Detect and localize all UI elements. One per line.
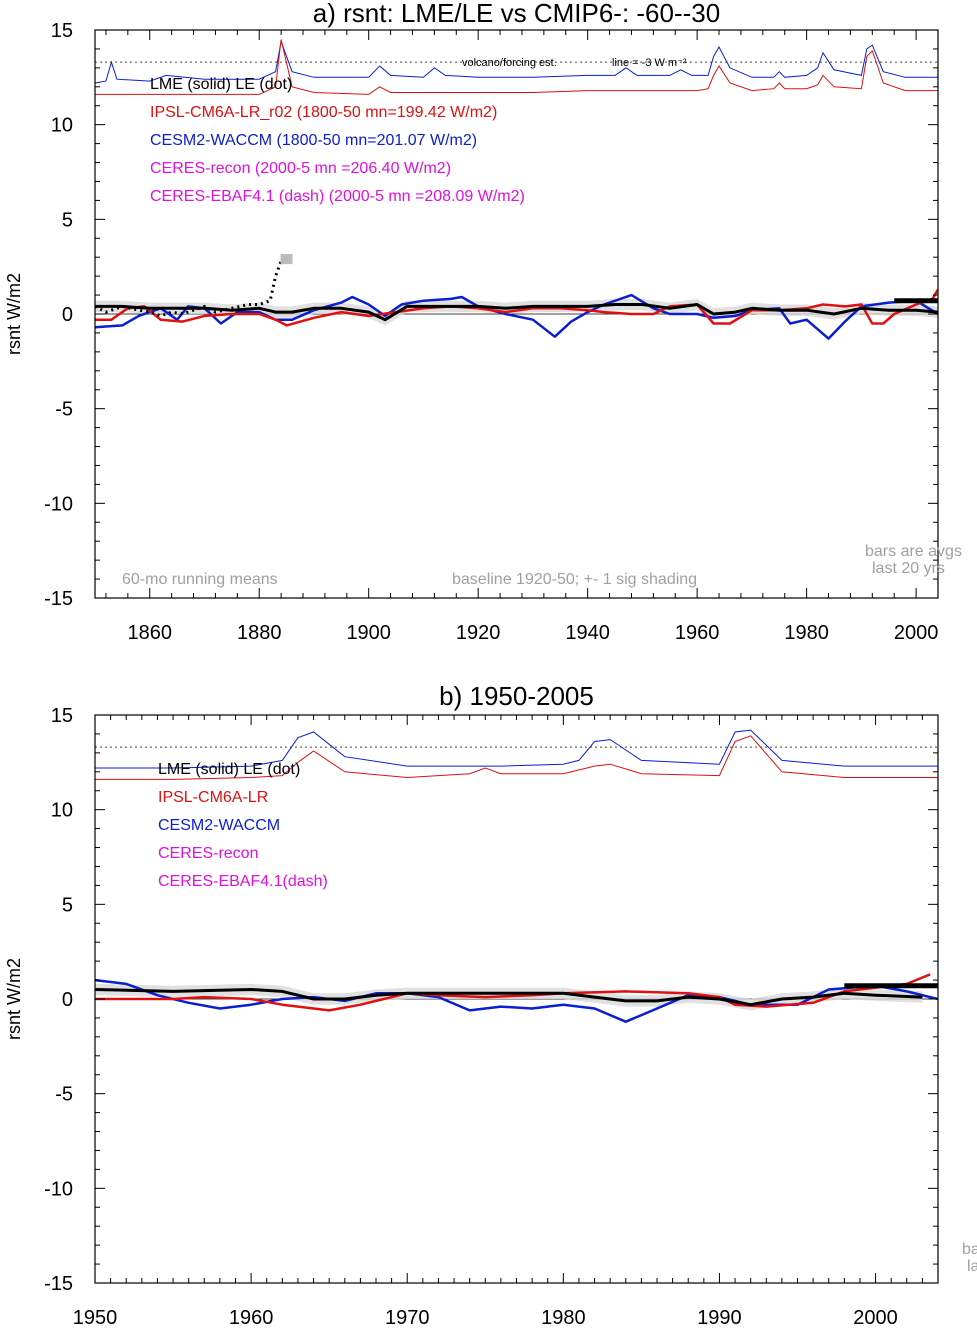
chart-title: a) rsnt: LME/LE vs CMIP6-: -60--30 xyxy=(313,0,720,28)
legend-entry: CERES-EBAF4.1 (dash) (2000-5 mn =208.09 … xyxy=(150,188,525,205)
x-tick-label: 1950 xyxy=(73,1307,118,1325)
legend-entry: CESM2-WACCM xyxy=(158,817,280,834)
legend-entry: CERES-EBAF4.1(dash) xyxy=(158,873,328,890)
y-tick-label: -10 xyxy=(44,493,73,515)
x-tick-label: 1960 xyxy=(675,622,720,644)
x-tick-label: 1940 xyxy=(565,622,610,644)
y-axis-label: rsnt W/m2 xyxy=(4,958,24,1040)
legend-entry: IPSL-CM6A-LR xyxy=(158,789,268,806)
y-tick-label: 0 xyxy=(62,989,73,1011)
forcing-line-ipsl xyxy=(95,39,938,95)
series-line-lme xyxy=(95,988,923,1007)
y-tick-label: 15 xyxy=(51,705,73,727)
bars-note: ba xyxy=(962,1241,977,1258)
legend-entry: LME (solid) LE (dot) xyxy=(150,76,292,93)
y-tick-label: -5 xyxy=(55,399,73,421)
y-tick-label: 0 xyxy=(62,304,73,326)
y-tick-label: -15 xyxy=(44,1273,73,1295)
bars-note: bars are avgs xyxy=(865,543,962,560)
forcing-line-cesm xyxy=(95,729,938,769)
y-tick-label: 15 xyxy=(51,20,73,42)
y-tick-label: 5 xyxy=(62,894,73,916)
x-tick-label: 2000 xyxy=(853,1307,898,1325)
x-tick-label: 1980 xyxy=(541,1307,586,1325)
x-tick-label: 1920 xyxy=(456,622,501,644)
legend-entry: CESM2-WACCM (1800-50 mn=201.07 W/m2) xyxy=(150,132,477,149)
legend-entry: IPSL-CM6A-LR_r02 (1800-50 mn=199.42 W/m2… xyxy=(150,104,497,121)
running-mean-note: 60-mo running means xyxy=(122,571,278,588)
series-line-le xyxy=(95,257,288,318)
bars-note-2: la xyxy=(967,1258,977,1275)
y-tick-label: -5 xyxy=(55,1084,73,1106)
le-end-marker xyxy=(280,254,293,265)
legend-entry: LME (solid) LE (dot) xyxy=(158,761,300,778)
plot-area xyxy=(95,729,938,1023)
forcing-line-note: line = -3 W m⁻² xyxy=(612,57,687,69)
series-line-lme xyxy=(95,303,938,322)
plot-area xyxy=(95,39,938,340)
series-line-ipsl-cm6a-lr-r02 xyxy=(95,288,938,327)
y-axis-label: rsnt W/m2 xyxy=(4,273,24,355)
x-tick-label: 1860 xyxy=(127,622,172,644)
legend-entry: CERES-recon xyxy=(158,845,258,862)
x-tick-label: 2000 xyxy=(894,622,939,644)
legend-entry: CERES-recon (2000-5 mn =206.40 W/m2) xyxy=(150,160,451,177)
series-line-cesm2-waccm xyxy=(95,293,938,340)
forcing-line-ipsl xyxy=(95,735,938,780)
x-tick-label: 1980 xyxy=(784,622,829,644)
forcing-note: volcano/forcing est. xyxy=(462,57,557,69)
chart-panel-a: a) rsnt: LME/LE vs CMIP6-: -60--30 rsnt W… xyxy=(4,0,962,644)
x-tick-label: 1990 xyxy=(697,1307,742,1325)
y-tick-label: -10 xyxy=(44,1178,73,1200)
baseline-note: baseline 1920-50; +- 1 sig shading xyxy=(452,571,697,588)
y-tick-label: 5 xyxy=(62,209,73,231)
chart-title: b) 1950-2005 xyxy=(439,681,594,711)
x-tick-label: 1900 xyxy=(346,622,391,644)
forcing-line-cesm xyxy=(95,39,938,84)
y-tick-label: 10 xyxy=(51,115,73,137)
y-tick-label: 10 xyxy=(51,800,73,822)
bars-note-2: last 20 yrs xyxy=(872,560,945,577)
x-tick-label: 1960 xyxy=(229,1307,274,1325)
x-tick-label: 1970 xyxy=(385,1307,430,1325)
y-tick-label: -15 xyxy=(44,588,73,610)
sigma-shading xyxy=(95,298,938,326)
x-tick-label: 1880 xyxy=(237,622,282,644)
